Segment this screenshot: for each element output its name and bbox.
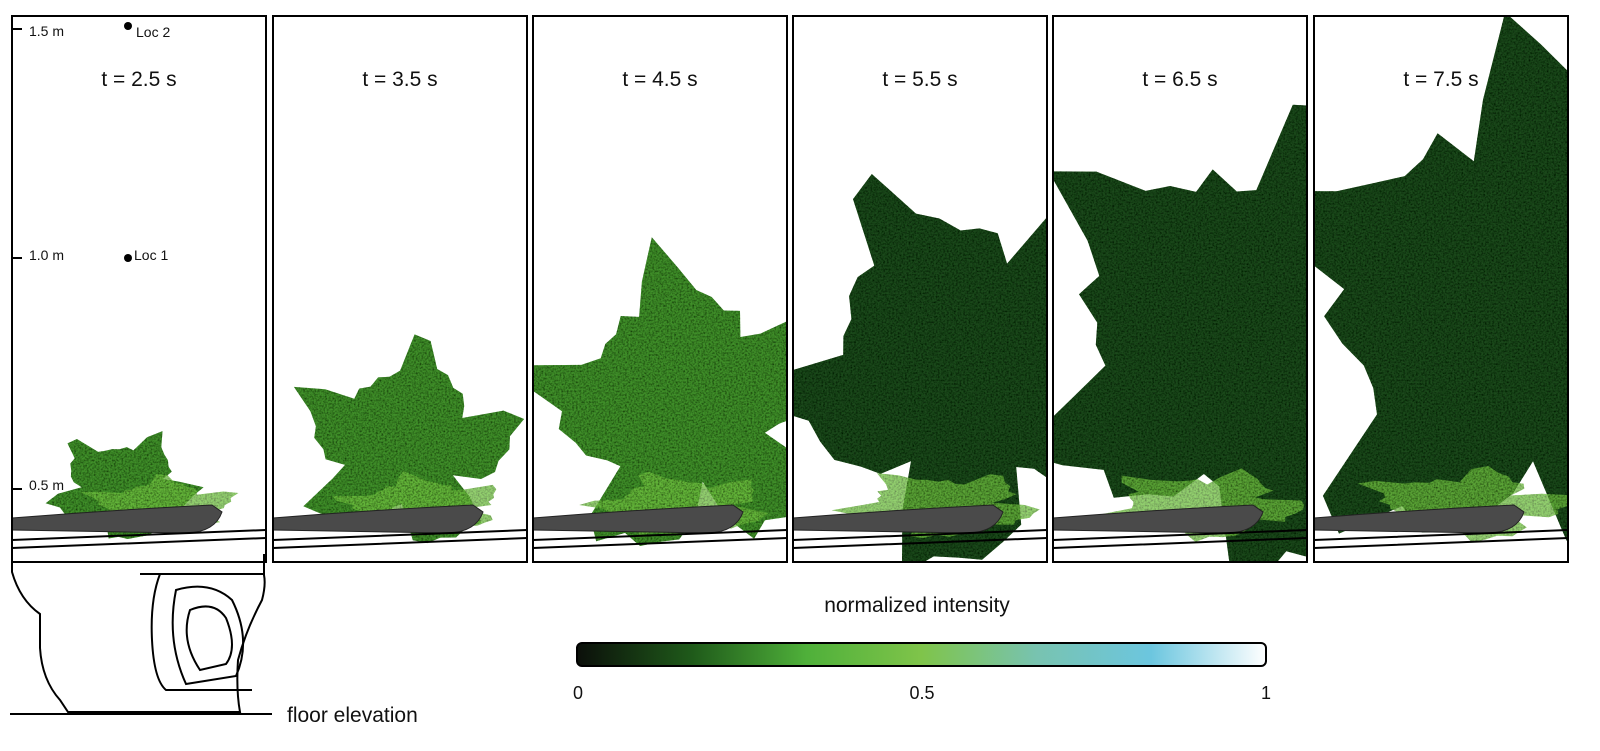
time-label: t = 3.5 s (362, 68, 437, 91)
bowl-rim (793, 529, 1047, 549)
height-tick-1-5m: 1.5 m (29, 23, 64, 39)
floor-elevation-label: floor elevation (287, 704, 418, 727)
panel-frame (272, 15, 528, 563)
colorbar-title: normalized intensity (824, 594, 1010, 617)
location-marker-loc-2 (124, 22, 132, 30)
aerosol-plume (1053, 104, 1307, 562)
bowl-rim (273, 529, 527, 549)
aerosol-plume (793, 174, 1047, 562)
bowl-rim (1314, 529, 1568, 549)
time-panel: t = 2.5 s (11, 15, 267, 563)
time-panel: t = 7.5 s (1313, 15, 1569, 563)
colorbar-tick-0-5: 0.5 (909, 683, 934, 703)
time-panel: t = 6.5 s (1052, 15, 1308, 563)
colorbar-tick-1: 1 (1261, 683, 1271, 703)
time-panel: t = 4.5 s (532, 15, 788, 563)
panel-frame (792, 15, 1048, 563)
time-label: t = 6.5 s (1142, 68, 1217, 91)
panels-layer: t = 2.5 s t = 3.5 s t = 4.5 s t = 5.5 s t = … (11, 15, 1569, 563)
bowl-rim (533, 529, 787, 549)
aerosol-plume (1314, 16, 1568, 543)
toilet-seat (273, 504, 484, 534)
location-marker-loc-1 (124, 254, 132, 262)
location-label-loc-1: Loc 1 (134, 247, 168, 263)
toilet-seat (12, 504, 223, 534)
panel-frame (532, 15, 788, 563)
location-label-loc-2: Loc 2 (136, 24, 170, 40)
time-panel: t = 5.5 s (792, 15, 1048, 563)
time-panel: t = 3.5 s (272, 15, 528, 563)
time-label: t = 4.5 s (622, 68, 697, 91)
colorbar-tick-0: 0 (573, 683, 583, 703)
height-axis (12, 28, 22, 490)
aerosol-plume (293, 334, 525, 544)
toilet-seat (793, 504, 1004, 534)
height-tick-1-0m: 1.0 m (29, 247, 64, 263)
time-label: t = 2.5 s (101, 68, 176, 91)
time-label: t = 5.5 s (882, 68, 957, 91)
toilet-seat (1314, 504, 1525, 534)
toilet-cross-section-icon (11, 554, 266, 713)
bowl-rim (1053, 529, 1307, 549)
panel-frame (11, 15, 267, 563)
toilet-seat (533, 504, 744, 534)
toilet-seat (1053, 504, 1264, 534)
colorbar (576, 642, 1267, 667)
panel-frame (1052, 15, 1308, 563)
aerosol-plume (533, 237, 787, 546)
bowl-rim (12, 529, 266, 549)
height-tick-0-5m: 0.5 m (29, 477, 64, 493)
panel-frame (1313, 15, 1569, 563)
time-label: t = 7.5 s (1403, 68, 1478, 91)
